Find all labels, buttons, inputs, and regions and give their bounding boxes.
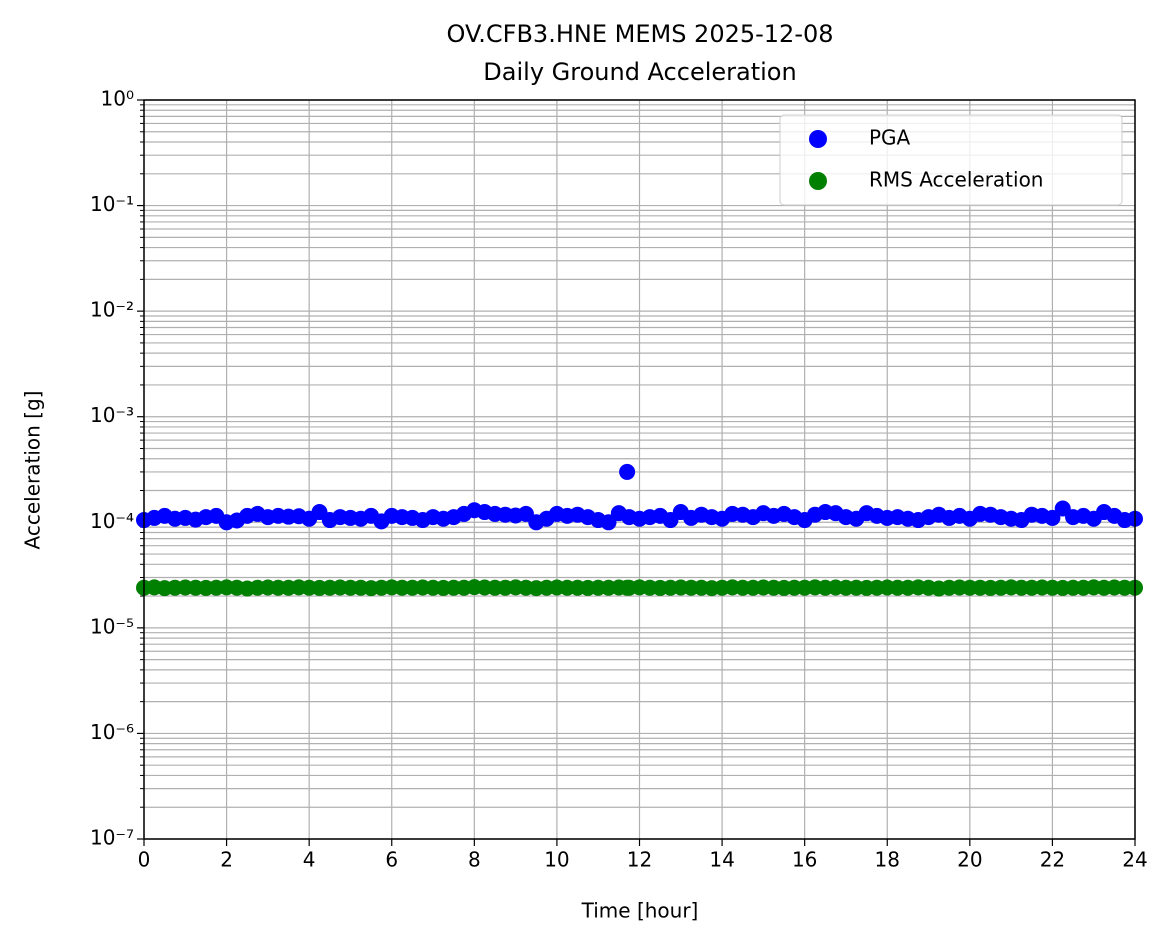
y-tick-label: 10⁻² bbox=[90, 298, 134, 322]
chart-title: OV.CFB3.HNE MEMS 2025-12-08 bbox=[446, 20, 833, 48]
legend-label: PGA bbox=[869, 126, 911, 150]
y-tick-label: 10⁻⁵ bbox=[90, 614, 134, 638]
x-tick-label: 12 bbox=[627, 848, 652, 872]
y-tick-label: 10⁻⁷ bbox=[90, 826, 134, 850]
legend-marker bbox=[809, 172, 827, 190]
x-tick-label: 22 bbox=[1040, 848, 1065, 872]
x-tick-label: 2 bbox=[220, 848, 233, 872]
legend-label: RMS Acceleration bbox=[869, 168, 1043, 192]
x-tick-label: 14 bbox=[709, 848, 734, 872]
y-tick-label: 10⁻¹ bbox=[90, 192, 134, 216]
x-tick-label: 0 bbox=[138, 848, 151, 872]
data-point bbox=[600, 514, 617, 531]
x-tick-label: 8 bbox=[468, 848, 481, 872]
legend-box bbox=[779, 114, 1123, 206]
y-tick-label: 10⁰ bbox=[101, 87, 134, 111]
y-axis-label: Acceleration [g] bbox=[21, 391, 45, 550]
x-tick-label: 18 bbox=[875, 848, 900, 872]
y-tick-label: 10⁻⁶ bbox=[90, 720, 134, 744]
x-tick-label: 20 bbox=[957, 848, 982, 872]
y-tick-label: 10⁻⁴ bbox=[90, 509, 134, 533]
x-tick-label: 6 bbox=[385, 848, 398, 872]
plot-frame bbox=[143, 99, 1136, 840]
x-tick-label: 16 bbox=[792, 848, 817, 872]
y-tick-label: 10⁻³ bbox=[90, 403, 134, 427]
x-axis-label: Time [hour] bbox=[581, 899, 699, 923]
legend: PGA RMS Acceleration bbox=[779, 114, 1123, 206]
x-tick-label: 4 bbox=[303, 848, 316, 872]
data-point bbox=[1044, 509, 1061, 526]
x-tick-label: 24 bbox=[1122, 848, 1147, 872]
chart-subtitle: Daily Ground Acceleration bbox=[483, 58, 796, 86]
data-point bbox=[619, 463, 636, 480]
legend-marker bbox=[809, 130, 827, 148]
x-tick-label: 10 bbox=[544, 848, 569, 872]
